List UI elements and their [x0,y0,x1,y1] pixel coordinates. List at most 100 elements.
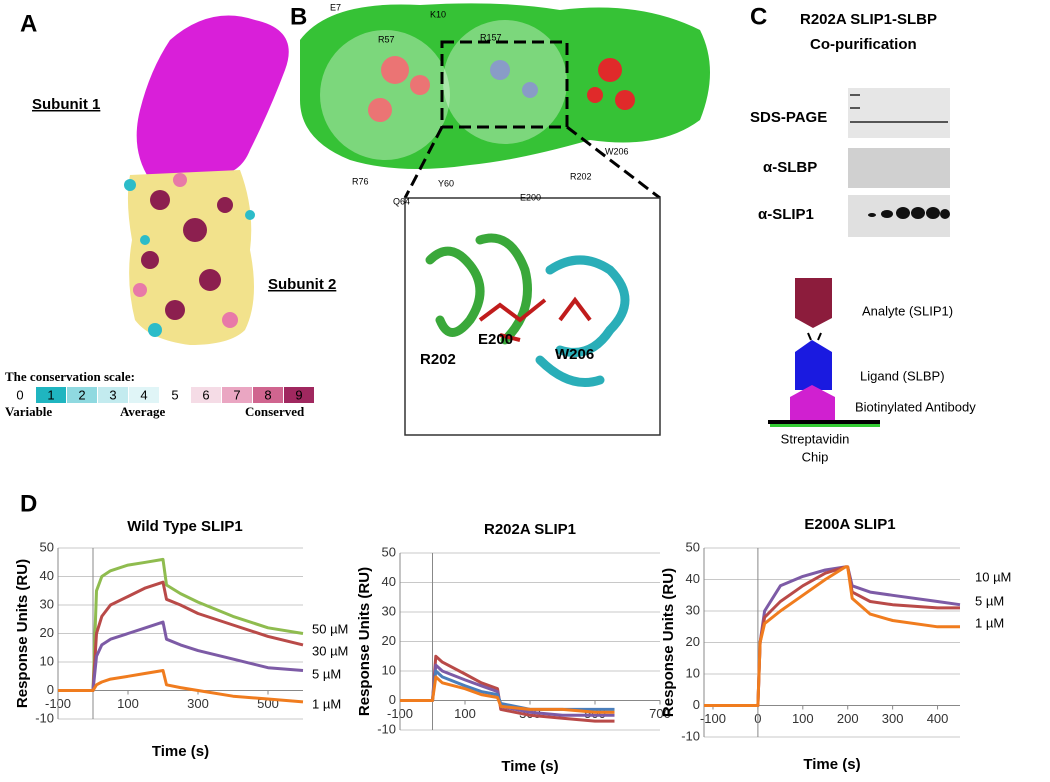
scale-label: Average [120,404,165,419]
y-tick-label: 20 [382,633,396,648]
panel-label: B [290,3,307,30]
scale-label: Conserved [245,404,305,419]
scale-cell [222,387,252,403]
x-axis-title: Time (s) [803,756,860,773]
y-tick-label: -10 [681,728,700,743]
scale-grade: 4 [140,387,147,402]
y-tick-label: 30 [686,602,700,617]
residue-label: W206 [605,146,629,156]
y-tick-label: 50 [40,539,54,554]
y-tick-label: 10 [686,665,700,680]
chip-label: Chip [802,449,829,464]
assay-label: Analyte (SLIP1) [862,303,953,318]
x-tick-label: 100 [117,696,139,711]
scale-grade: 5 [171,387,178,402]
series-line [704,565,960,707]
y-tick-label: 0 [47,682,54,697]
inset-residue: E200 [478,331,513,348]
scale-grade: 1 [47,387,54,402]
y-tick-label: -10 [35,710,54,725]
scale-cell [160,387,190,403]
y-tick-label: 20 [40,625,54,640]
residue-label: R57 [378,34,395,44]
series-label: 30 µM [312,643,348,658]
assay-diagram [768,278,880,427]
protein-a [124,15,289,345]
c-title: R202A SLIP1-SLBP [800,11,937,28]
panel-label: D [20,490,37,517]
residue-label: R202 [570,171,592,181]
scale-grade: 3 [109,387,116,402]
scale-cell [5,387,35,403]
residue-labels: E7 R57 K10 R157 R76 Q64 Y60 E200 R202 W206 [330,2,629,206]
y-tick-label: 30 [382,603,396,618]
blot-label: α-SLBP [763,159,817,176]
conservation-scale: 0 1 2 3 4 5 6 7 8 9 [5,387,314,403]
residue-label: Y60 [438,178,454,188]
scale-label: Variable [5,404,52,419]
x-tick-label: -100 [700,711,726,726]
y-tick-label: 0 [389,692,396,707]
scale-cell [284,387,314,403]
scale-grade: 9 [295,387,302,402]
subunit-label: Subunit 1 [32,96,100,113]
scale-grade: 6 [202,387,209,402]
x-tick-label: 400 [927,711,949,726]
y-axis-title: Response Units (RU) [660,568,677,717]
x-tick-label: 100 [454,706,476,721]
scale-cell [67,387,97,403]
series-label: 1 µM [975,615,1004,630]
series-line [58,669,304,704]
residue-label: E7 [330,2,341,12]
y-tick-label: 50 [686,539,700,554]
y-tick-label: 40 [40,568,54,583]
series-line [400,675,615,714]
assay-label: Biotinylated Antibody [855,399,976,414]
x-axis-title: Time (s) [152,743,209,760]
panel-label: C [750,3,767,30]
residue-label: R76 [352,176,369,186]
y-axis-title: Response Units (RU) [356,567,373,716]
x-tick-label: 300 [187,696,209,711]
scale-title: The conservation scale: [5,369,135,384]
scale-cell [253,387,283,403]
x-tick-label: 100 [792,711,814,726]
y-tick-label: 50 [382,544,396,559]
series-label: 50 µM [312,621,348,636]
scale-cell [98,387,128,403]
scale-cell [36,387,66,403]
series-line [704,565,961,707]
scale-grade: 2 [78,387,85,402]
subunit-label: Subunit 2 [268,276,336,293]
y-tick-label: 30 [40,596,54,611]
chart-title: E200A SLIP1 [804,516,895,533]
protein-b [300,3,710,436]
residue-label: E200 [520,192,541,202]
y-tick-label: 40 [382,574,396,589]
chart-title: Wild Type SLIP1 [127,518,242,535]
residue-label: K10 [430,9,446,19]
series-label: 5 µM [975,593,1004,608]
y-tick-label: -10 [377,721,396,736]
x-tick-label: 300 [882,711,904,726]
scale-grade: 8 [264,387,271,402]
y-axis-title: Response Units (RU) [14,559,31,708]
x-tick-label: 700 [649,706,671,721]
scale-cell [191,387,221,403]
blots [848,88,950,237]
residue-label: Q64 [393,196,410,206]
blot-label: SDS-PAGE [750,109,827,126]
series-label: 5 µM [312,666,341,681]
residue-label: R157 [480,32,502,42]
chip-label: Streptavidin [781,431,850,446]
y-tick-label: 10 [40,653,54,668]
blot-label: α-SLIP1 [758,206,814,223]
series-label: 10 µM [975,569,1011,584]
panel-label: A [20,10,37,37]
series-label: 1 µM [312,696,341,711]
y-tick-label: 0 [693,697,700,712]
assay-label: Ligand (SLBP) [860,368,945,383]
inset-residue: W206 [555,346,594,363]
chart-title: R202A SLIP1 [484,521,576,538]
